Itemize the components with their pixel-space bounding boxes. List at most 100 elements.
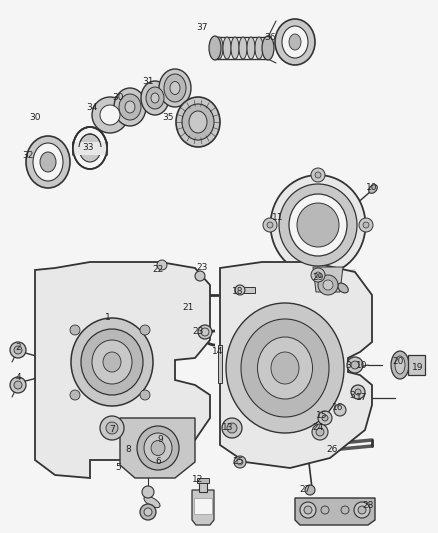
Circle shape xyxy=(359,218,373,232)
Text: 37: 37 xyxy=(196,23,208,33)
Ellipse shape xyxy=(92,97,128,133)
Text: 5: 5 xyxy=(115,464,121,472)
Ellipse shape xyxy=(137,426,179,470)
Ellipse shape xyxy=(247,37,255,59)
Ellipse shape xyxy=(176,97,220,147)
Ellipse shape xyxy=(164,74,186,102)
Ellipse shape xyxy=(92,340,132,384)
Ellipse shape xyxy=(141,81,169,115)
Ellipse shape xyxy=(159,69,191,107)
Polygon shape xyxy=(35,262,210,478)
Text: 21: 21 xyxy=(182,303,194,312)
Circle shape xyxy=(316,428,324,436)
Ellipse shape xyxy=(33,143,63,181)
Text: 1: 1 xyxy=(105,313,111,322)
Text: 12: 12 xyxy=(192,475,204,484)
Text: 23: 23 xyxy=(192,327,204,336)
Circle shape xyxy=(10,377,26,393)
Text: 13: 13 xyxy=(222,424,234,432)
Text: 3: 3 xyxy=(349,391,355,400)
Circle shape xyxy=(341,506,349,514)
Circle shape xyxy=(140,504,156,520)
Polygon shape xyxy=(313,267,343,292)
Bar xyxy=(199,482,207,492)
Ellipse shape xyxy=(289,194,347,256)
Text: 11: 11 xyxy=(272,214,284,222)
Text: 16: 16 xyxy=(332,403,344,413)
Circle shape xyxy=(315,272,321,278)
Ellipse shape xyxy=(271,175,365,275)
Circle shape xyxy=(70,325,80,335)
Circle shape xyxy=(157,260,167,270)
Text: 26: 26 xyxy=(326,446,338,455)
Circle shape xyxy=(358,506,366,514)
Ellipse shape xyxy=(170,82,180,94)
Ellipse shape xyxy=(215,37,223,59)
Ellipse shape xyxy=(26,136,70,188)
Ellipse shape xyxy=(79,134,101,162)
Text: 30: 30 xyxy=(29,114,41,123)
Ellipse shape xyxy=(223,37,231,59)
Bar xyxy=(243,287,255,293)
Text: 30: 30 xyxy=(112,93,124,102)
Circle shape xyxy=(311,168,325,182)
Circle shape xyxy=(227,423,237,433)
Ellipse shape xyxy=(231,37,239,59)
Text: 15: 15 xyxy=(316,410,328,419)
Circle shape xyxy=(322,415,328,421)
Circle shape xyxy=(300,502,316,518)
Text: 24: 24 xyxy=(312,424,324,432)
Circle shape xyxy=(100,416,124,440)
Ellipse shape xyxy=(182,104,214,140)
Polygon shape xyxy=(120,418,195,478)
Polygon shape xyxy=(73,142,107,155)
Circle shape xyxy=(347,357,363,373)
Ellipse shape xyxy=(100,105,120,125)
Circle shape xyxy=(234,456,246,468)
Ellipse shape xyxy=(271,352,299,384)
Ellipse shape xyxy=(144,433,172,463)
Ellipse shape xyxy=(114,88,146,126)
Ellipse shape xyxy=(189,111,207,133)
Text: 31: 31 xyxy=(142,77,154,86)
Ellipse shape xyxy=(151,440,165,456)
Ellipse shape xyxy=(391,351,409,379)
Circle shape xyxy=(304,506,312,514)
Circle shape xyxy=(318,411,332,425)
Ellipse shape xyxy=(151,93,159,103)
Text: 2: 2 xyxy=(15,343,21,352)
Ellipse shape xyxy=(40,152,56,172)
Circle shape xyxy=(318,275,338,295)
Text: 20: 20 xyxy=(392,358,404,367)
Ellipse shape xyxy=(262,36,274,60)
Text: 9: 9 xyxy=(157,435,163,445)
Text: 4: 4 xyxy=(15,374,21,383)
Ellipse shape xyxy=(71,318,153,406)
Circle shape xyxy=(351,385,365,399)
Ellipse shape xyxy=(209,36,221,60)
Circle shape xyxy=(106,422,118,434)
Ellipse shape xyxy=(146,87,164,109)
Text: 29: 29 xyxy=(312,273,324,282)
Text: 22: 22 xyxy=(152,265,164,274)
Text: 10: 10 xyxy=(366,183,378,192)
Text: 27: 27 xyxy=(299,486,311,495)
Text: 34: 34 xyxy=(86,103,98,112)
Ellipse shape xyxy=(144,496,160,507)
Ellipse shape xyxy=(119,94,141,120)
Ellipse shape xyxy=(395,356,405,374)
Circle shape xyxy=(323,280,333,290)
Ellipse shape xyxy=(226,303,344,433)
Circle shape xyxy=(195,271,205,281)
Text: 10: 10 xyxy=(356,360,368,369)
Text: 14: 14 xyxy=(212,348,224,357)
Text: 35: 35 xyxy=(162,114,174,123)
Ellipse shape xyxy=(275,19,315,65)
Polygon shape xyxy=(295,498,375,525)
Circle shape xyxy=(311,268,325,282)
Ellipse shape xyxy=(282,26,308,58)
Ellipse shape xyxy=(255,37,263,59)
Circle shape xyxy=(351,361,359,369)
Text: 23: 23 xyxy=(196,263,208,272)
Ellipse shape xyxy=(103,352,121,372)
